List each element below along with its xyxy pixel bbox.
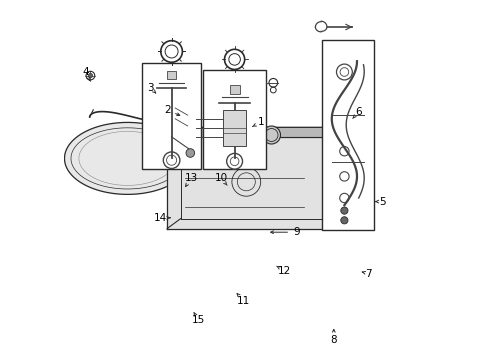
Text: 6: 6 [355, 107, 362, 117]
Text: 4: 4 [82, 67, 88, 77]
Text: 2: 2 [163, 105, 170, 115]
Polygon shape [167, 127, 337, 137]
Bar [321, 40, 373, 230]
Text: 3: 3 [147, 83, 154, 93]
Text: 15: 15 [191, 315, 204, 325]
Text: 9: 9 [293, 227, 300, 237]
Text: 8: 8 [330, 335, 336, 345]
Bar [203, 70, 265, 169]
Circle shape [262, 126, 280, 144]
Text: 12: 12 [278, 266, 291, 276]
Circle shape [340, 207, 347, 214]
Text: 5: 5 [378, 197, 385, 207]
Text: 14: 14 [154, 213, 167, 223]
Circle shape [340, 217, 347, 224]
Circle shape [185, 149, 194, 157]
Text: 7: 7 [365, 269, 371, 279]
Text: 1: 1 [257, 117, 264, 127]
Polygon shape [181, 127, 337, 219]
Text: 11: 11 [237, 296, 250, 306]
Circle shape [203, 125, 224, 145]
Bar [229, 85, 239, 94]
Polygon shape [167, 137, 323, 229]
Polygon shape [323, 127, 337, 229]
Circle shape [88, 73, 92, 78]
Text: 10: 10 [214, 173, 227, 183]
Bar [142, 63, 201, 169]
Bar [167, 71, 176, 79]
Polygon shape [64, 122, 190, 194]
Bar [223, 110, 245, 146]
Text: 13: 13 [184, 173, 198, 183]
